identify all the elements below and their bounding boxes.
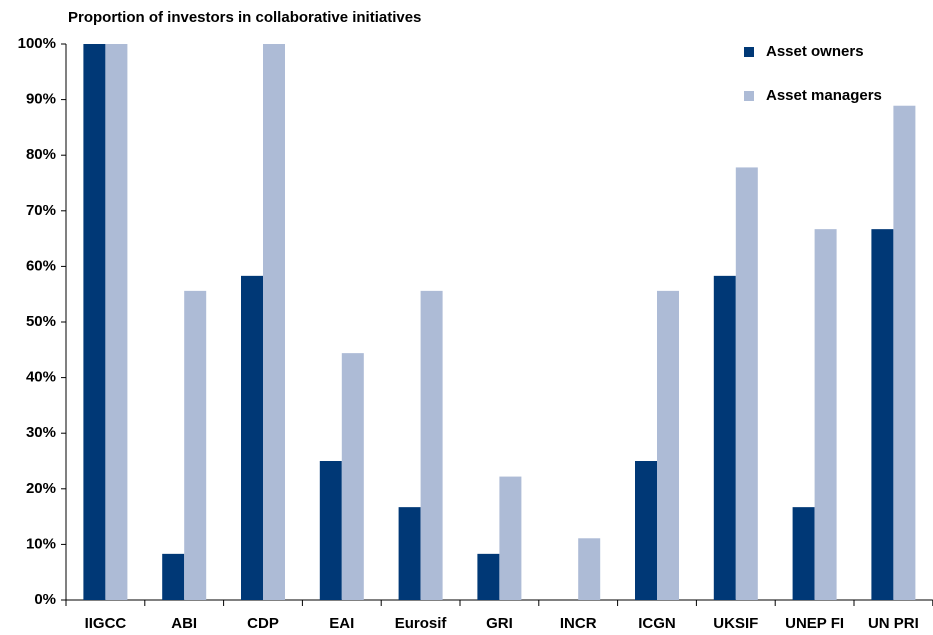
x-tick-label: Eurosif <box>395 615 448 632</box>
x-tick-label: GRI <box>486 615 513 632</box>
y-tick-label: 40% <box>26 369 56 386</box>
x-tick-label: ICGN <box>638 615 676 632</box>
y-tick-label: 90% <box>26 91 56 108</box>
bar <box>814 229 837 600</box>
x-tick-label: ABI <box>171 615 197 632</box>
x-tick-label: EAI <box>329 615 354 632</box>
bar <box>263 44 285 600</box>
bar <box>499 476 522 600</box>
bar <box>792 507 815 600</box>
y-tick-label: 10% <box>26 535 56 552</box>
x-tick-label: CDP <box>247 615 279 632</box>
bar <box>578 538 601 600</box>
bar <box>420 290 443 600</box>
y-tick-label: 30% <box>26 424 56 441</box>
x-tick-label: UN PRI <box>868 615 919 632</box>
bar <box>477 553 500 600</box>
y-tick-label: 0% <box>34 591 56 608</box>
bar <box>735 167 758 600</box>
bar <box>184 290 207 600</box>
bar <box>241 275 263 600</box>
bar <box>635 461 657 600</box>
bar <box>83 44 106 600</box>
chart-title: Proportion of investors in collaborative… <box>68 9 421 26</box>
bar <box>713 275 736 600</box>
y-tick-label: 60% <box>26 257 56 274</box>
bar <box>657 290 679 600</box>
x-tick-label: INCR <box>560 615 597 632</box>
y-tick-label: 50% <box>26 313 56 330</box>
y-tick-label: 80% <box>26 146 56 163</box>
bar <box>398 507 421 600</box>
legend-swatch <box>744 47 754 57</box>
x-tick-label: UKSIF <box>713 615 758 632</box>
x-tick-label: UNEP FI <box>785 615 844 632</box>
bar <box>162 553 185 600</box>
legend-label: Asset owners <box>766 43 864 60</box>
legend-label: Asset managers <box>766 87 882 104</box>
bar <box>341 353 364 600</box>
y-tick-label: 70% <box>26 202 56 219</box>
legend-swatch <box>744 91 754 101</box>
y-tick-label: 100% <box>18 35 56 52</box>
y-tick-label: 20% <box>26 480 56 497</box>
x-tick-label: IIGCC <box>85 615 127 632</box>
bar <box>871 229 894 600</box>
bar <box>893 105 916 600</box>
bar <box>319 461 342 600</box>
bar <box>105 44 128 600</box>
